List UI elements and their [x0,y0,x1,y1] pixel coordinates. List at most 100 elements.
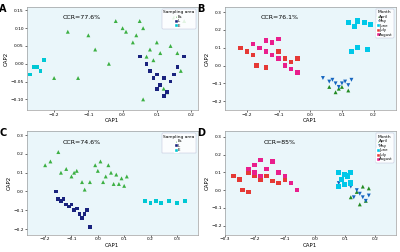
Point [329,78,336,82]
Point [342,183,348,187]
Point [58,171,64,175]
Point [354,190,360,194]
Point [366,194,372,198]
Point [250,53,256,57]
Point [326,80,332,84]
Point [79,180,85,184]
Point [354,19,361,23]
Point [113,173,120,177]
Point [108,171,114,175]
Point [258,174,264,178]
Point [360,184,366,188]
Point [147,201,154,205]
Point [288,67,294,71]
Point [288,60,294,64]
Point [95,169,101,173]
Point [154,40,160,44]
X-axis label: CAP1: CAP1 [303,243,317,248]
Point [294,71,301,75]
Point [338,177,345,181]
Point [79,216,85,220]
Point [76,212,82,216]
Point [85,33,92,37]
Point [60,197,67,201]
Point [345,88,352,92]
Point [342,80,348,84]
Point [143,62,150,66]
Text: D: D [197,128,205,138]
Point [68,203,75,207]
Point [41,58,47,62]
Point [236,177,243,181]
Point [97,160,104,164]
Point [160,94,167,98]
Point [110,182,117,186]
X-axis label: CAP1: CAP1 [105,118,120,123]
Point [320,76,326,80]
Point [55,150,62,154]
Point [336,87,342,91]
Point [269,53,275,57]
Text: A: A [0,4,7,14]
Point [240,188,246,192]
Point [106,62,112,66]
Legend: Es, L, E: Es, L, E [162,133,196,153]
Point [136,19,143,23]
Point [354,46,361,50]
Point [252,174,258,178]
X-axis label: CAP1: CAP1 [303,118,317,123]
Point [360,195,366,199]
Point [87,225,93,229]
Point [270,179,276,183]
Point [282,177,288,181]
Point [345,83,352,87]
Point [294,188,300,192]
Point [65,30,71,34]
Point [252,170,258,174]
Point [160,87,167,91]
Point [342,172,348,176]
Point [55,197,62,201]
Point [84,208,90,212]
Point [294,56,301,60]
Point [157,83,164,87]
Point [71,208,77,212]
Point [167,44,174,48]
X-axis label: CAP1: CAP1 [105,243,120,248]
Point [147,48,153,52]
Point [348,170,354,174]
Point [367,23,374,27]
Point [27,72,33,76]
Point [332,81,339,85]
Point [350,195,357,199]
Point [182,199,188,203]
Point [121,184,127,188]
Point [164,90,170,94]
Point [164,90,170,94]
Point [362,199,369,203]
Point [174,65,180,69]
Point [339,81,345,85]
Point [348,181,354,185]
Point [174,51,180,55]
Point [92,163,98,167]
Point [42,163,48,167]
Legend: April, May, June, July, August: April, May, June, July, August [376,133,394,163]
Point [68,174,75,178]
Point [364,48,370,52]
Point [142,199,148,203]
Point [74,169,80,173]
Point [92,48,98,52]
Point [288,181,294,185]
Point [75,76,81,80]
Point [143,55,150,59]
Point [263,39,269,43]
Point [82,212,88,216]
Point [160,76,167,80]
Point [30,65,37,69]
Point [100,180,106,184]
Point [253,64,260,68]
Point [256,46,263,50]
Point [166,199,172,203]
Point [157,51,164,55]
